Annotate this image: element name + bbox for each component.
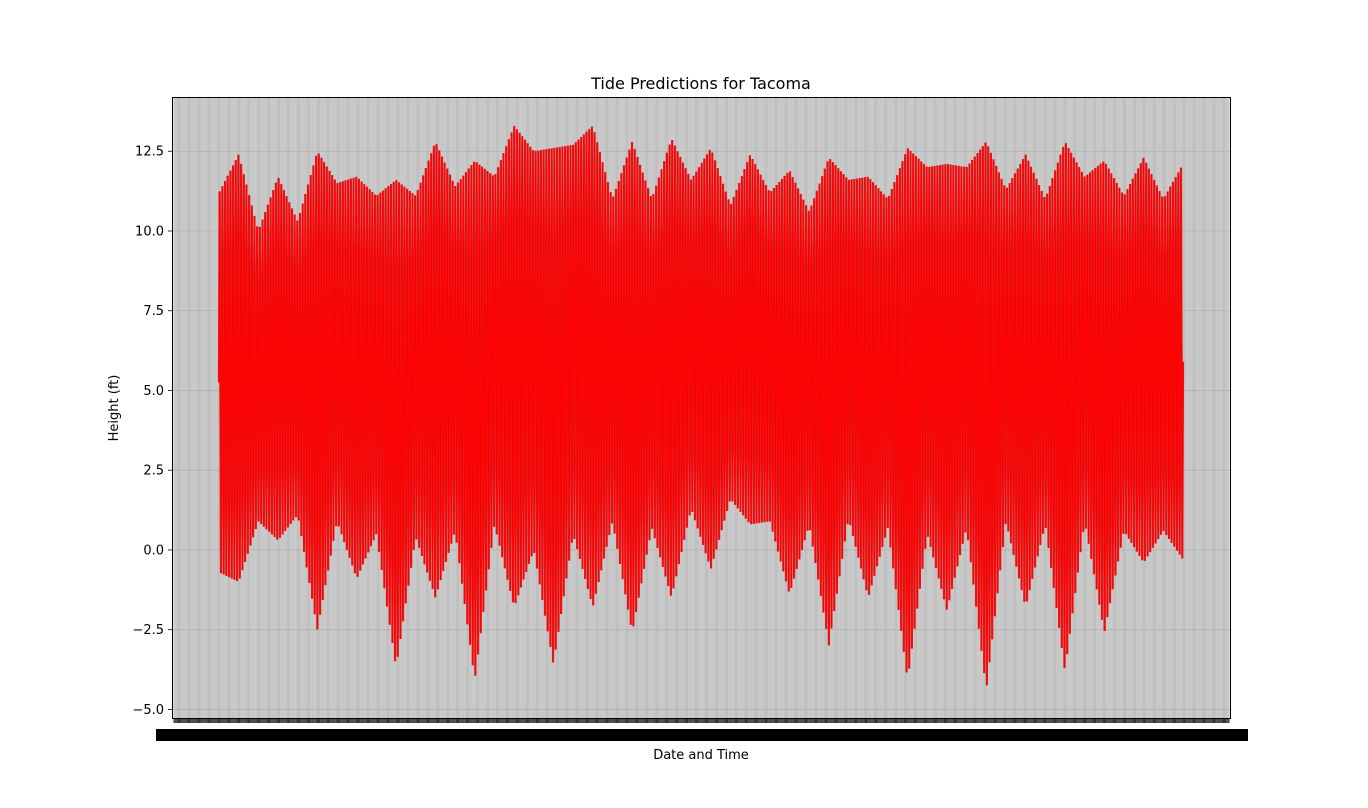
y-axis-ticks: −5.0 −2.5 0.0 2.5 5.0 7.5 10.0 12.5 xyxy=(132,145,172,718)
x-tick-label-band xyxy=(156,729,1248,741)
y-tick-label: 5.0 xyxy=(143,384,164,399)
tide-line xyxy=(218,125,1184,686)
y-tick-label: −2.5 xyxy=(132,623,164,638)
chart-title: Tide Predictions for Tacoma xyxy=(590,74,811,93)
y-tick-label: −5.0 xyxy=(132,703,164,718)
plot-frame xyxy=(172,97,1231,719)
y-tick-label: 7.5 xyxy=(143,304,164,319)
series-tide-height xyxy=(217,125,1185,686)
y-tick-label: 10.0 xyxy=(135,224,164,239)
y-tick-label: 0.0 xyxy=(143,543,164,558)
y-tick-label: 2.5 xyxy=(143,464,164,479)
x-tick-marks xyxy=(173,719,1230,723)
x-axis-label: Date and Time xyxy=(653,748,749,763)
x-axis-ticks xyxy=(156,719,1248,741)
y-axis-label: Height (ft) xyxy=(107,375,122,442)
y-tick-label: 12.5 xyxy=(135,145,164,160)
